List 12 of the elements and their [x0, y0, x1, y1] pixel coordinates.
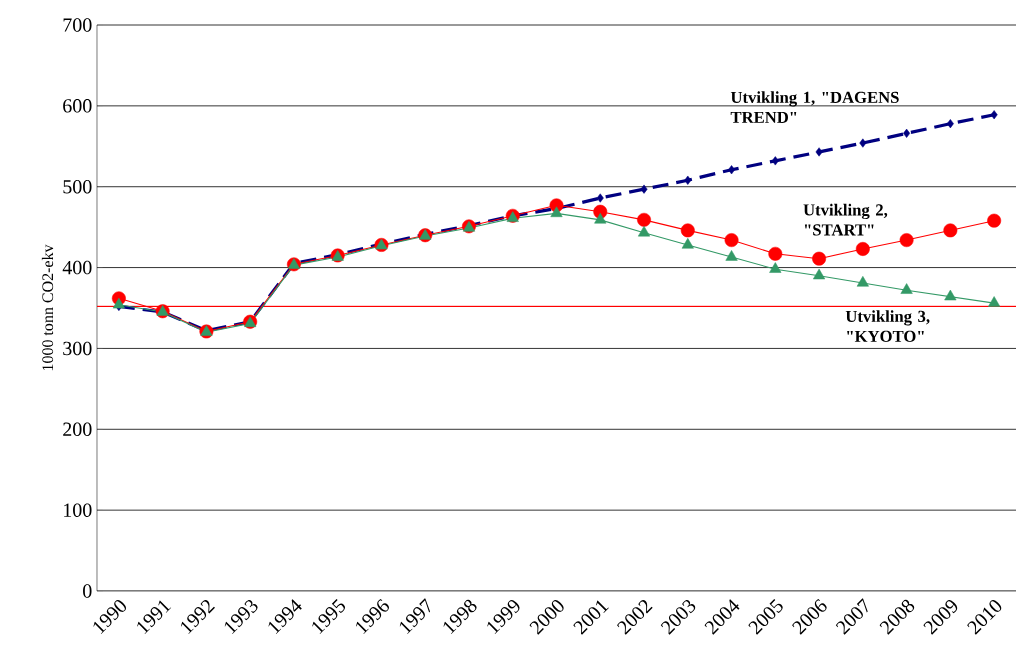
annotation: Utvikling 2, "START": [803, 203, 888, 236]
annotation: Utvikling 3, "KYOTO": [845, 310, 930, 342]
y-tick-label: 0: [83, 584, 92, 598]
y-tick-label: 300: [63, 341, 92, 356]
y-tick-label: 400: [62, 260, 92, 275]
y-tick-label: 100: [64, 503, 92, 517]
y-tick-label: 700: [63, 18, 92, 32]
y-tick-label: 200: [63, 422, 92, 437]
y-tick-label: 500: [63, 179, 92, 194]
annotation: Utvikling 1, "DAGENS TREND": [730, 91, 899, 123]
y-tick-label: 600: [63, 99, 92, 113]
y-axis-title: 1000 tonn CO2-ekv: [41, 244, 54, 371]
